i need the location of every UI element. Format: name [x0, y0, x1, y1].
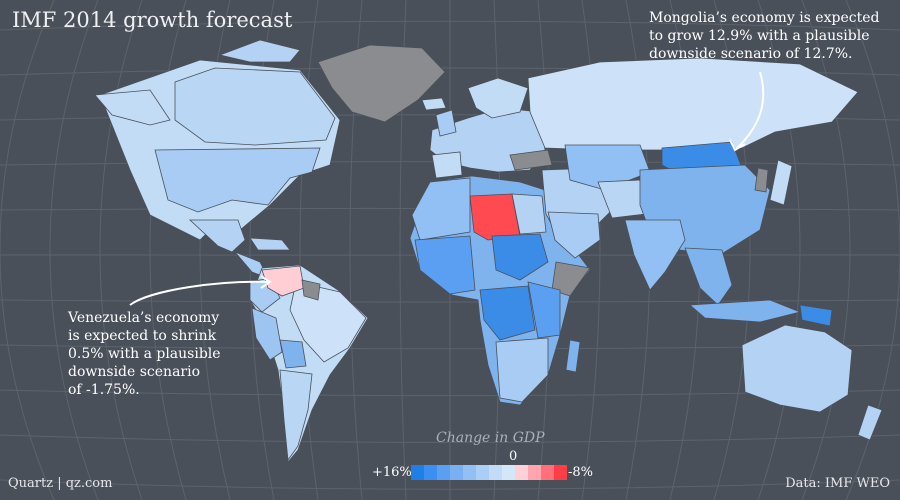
turkey-region — [509, 149, 553, 171]
southeast-asia-region — [684, 247, 733, 306]
graticule-meridian — [49, 0, 99, 500]
bolivia-region — [279, 339, 307, 369]
peru-region — [251, 307, 283, 361]
usa-region — [154, 147, 321, 213]
source-text: Data: IMF WEO — [785, 476, 890, 491]
annotation-line: of -1.75%. — [68, 382, 140, 398]
korea-region — [754, 167, 769, 193]
papua-new-guinea — [799, 304, 833, 327]
venezuela-arrow-head — [260, 275, 272, 289]
guyana-region — [301, 279, 321, 301]
annotation-line: downside scenario — [68, 364, 201, 380]
argentina-chile-region — [279, 369, 313, 462]
madagascar — [565, 339, 581, 373]
legend-swatch — [541, 465, 554, 480]
japan — [769, 159, 793, 206]
legend-swatch — [463, 465, 476, 480]
legend-zero-label: 0 — [509, 449, 518, 464]
southern-africa-region — [495, 337, 549, 403]
venezuela-callout-arrow — [129, 280, 271, 306]
mongolia-arrow-head — [729, 139, 746, 152]
graticule-meridian — [0, 0, 55, 500]
uk-ireland — [435, 109, 457, 137]
alaska-region — [94, 89, 171, 126]
iceland — [421, 97, 447, 111]
mongolia-annotation: Mongolia’s economy is expected to grow 1… — [649, 9, 879, 63]
arctic-islands — [218, 39, 301, 63]
annotation-line: is expected to shrink — [68, 328, 217, 344]
caribbean-islands — [249, 237, 291, 251]
east-africa-region — [527, 281, 561, 339]
graticule-meridian — [801, 0, 851, 500]
legend-swatch — [528, 465, 541, 480]
legend-color-scale — [411, 465, 567, 480]
mexico-region — [188, 219, 246, 253]
annotation-line: Mongolia’s economy is expected — [649, 10, 880, 26]
scandinavia — [467, 77, 529, 119]
annotation-line: to grow 12.9% with a plausible — [649, 28, 870, 44]
graticule-meridian — [99, 0, 143, 500]
libya — [469, 193, 521, 241]
legend-swatch — [515, 465, 528, 480]
iberia — [431, 151, 463, 179]
legend-left-label: +16% — [372, 465, 412, 480]
map-title: IMF 2014 growth forecast — [12, 8, 293, 32]
horn-of-africa — [551, 261, 591, 297]
russia — [527, 57, 859, 151]
credit-text: Quartz | qz.com — [8, 476, 113, 491]
australia — [741, 324, 853, 413]
legend-swatch — [554, 465, 567, 480]
arabian-peninsula — [547, 211, 601, 259]
annotation-line: Venezuela’s economy — [68, 310, 220, 326]
annotation-line: 0.5% with a plausible — [68, 346, 221, 362]
graticule-meridian — [299, 0, 319, 500]
legend-swatch — [411, 465, 424, 480]
legend-swatch — [450, 465, 463, 480]
sudan-region — [491, 233, 549, 281]
north-africa-region — [411, 177, 471, 241]
legend-swatch — [437, 465, 450, 480]
annotation-line: downside scenario of 12.7%. — [649, 46, 853, 62]
legend-right-label: -8% — [568, 465, 594, 480]
legend-swatch — [502, 465, 515, 480]
india — [624, 219, 686, 291]
venezuela-annotation: Venezuela’s economy is expected to shrin… — [68, 309, 221, 399]
legend-swatch — [476, 465, 489, 480]
greenland — [317, 44, 446, 123]
canada-region — [174, 67, 336, 146]
legend-swatch — [424, 465, 437, 480]
legend-swatch — [489, 465, 502, 480]
graticule-meridian — [149, 0, 187, 500]
new-zealand — [857, 404, 883, 441]
brazil-region — [289, 281, 367, 363]
mongolia-callout-arrow — [734, 71, 765, 151]
legend-title: Change in GDP — [436, 430, 545, 446]
indonesia-region — [688, 299, 802, 323]
west-africa-region — [414, 235, 476, 295]
egypt-region — [511, 193, 547, 235]
central-africa-region — [479, 285, 536, 341]
